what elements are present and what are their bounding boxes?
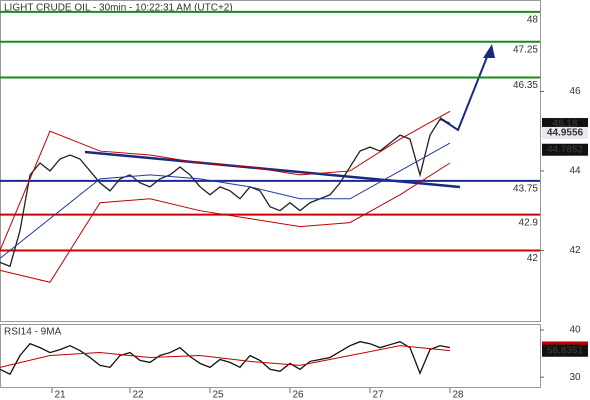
x-tick-label: 27 — [372, 390, 384, 400]
price-label: 45.18 — [552, 119, 577, 130]
y-tick-label: 42 — [569, 245, 581, 256]
rsi-title: RSI14 - 9MA — [4, 327, 62, 338]
level-label: 42 — [527, 253, 539, 264]
price-panel — [0, 0, 541, 322]
price-label: 44.7852 — [547, 144, 584, 155]
x-tick-label: 22 — [132, 390, 144, 400]
chart-title: LIGHT CRUDE OIL - 30min - 10:22:31 AM (U… — [4, 3, 233, 14]
y-tick-label: 46 — [569, 86, 581, 97]
level-label: 42.9 — [519, 217, 539, 228]
series-line — [0, 142, 451, 259]
x-tick-label: 25 — [212, 390, 224, 400]
x-tick-label: 21 — [54, 390, 66, 400]
series-line — [0, 345, 451, 368]
level-label: 46.35 — [513, 80, 538, 91]
price-box — [542, 126, 588, 139]
rsi-panel — [0, 324, 541, 388]
y-tick-label: 30 — [569, 372, 581, 383]
series-line — [0, 341, 451, 376]
price-box — [542, 344, 588, 357]
price-label: 44.9556 — [547, 128, 584, 139]
series-line — [0, 118, 451, 268]
price-box — [542, 143, 588, 156]
y-tick-label: 40 — [569, 325, 581, 336]
series-line — [0, 162, 451, 283]
forecast-arrow — [439, 51, 490, 132]
series-line — [0, 110, 451, 251]
level-label: 47.25 — [513, 44, 538, 55]
level-label: 48 — [527, 15, 539, 26]
y-tick-label: 44 — [569, 166, 581, 177]
x-tick-label: 28 — [452, 390, 464, 400]
x-tick-label: 26 — [292, 390, 304, 400]
level-label: 43.75 — [513, 184, 538, 195]
price-label: 56.8351 — [547, 345, 584, 356]
arrow-head — [483, 44, 495, 58]
